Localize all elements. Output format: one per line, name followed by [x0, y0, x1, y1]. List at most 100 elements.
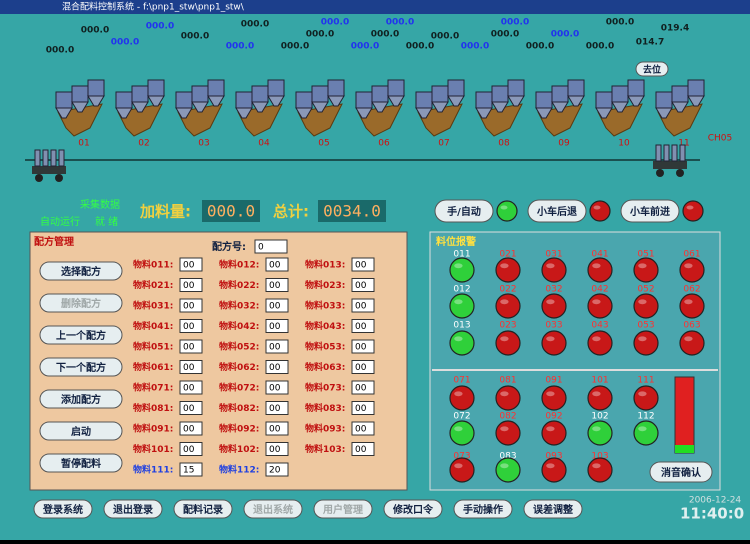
button-label[interactable]: 消音确认: [661, 466, 702, 479]
material-box[interactable]: [179, 360, 203, 374]
button[interactable]: [39, 453, 123, 473]
button[interactable]: [620, 199, 680, 223]
level-gauge: [674, 376, 695, 454]
button[interactable]: [453, 499, 513, 519]
button[interactable]: [39, 389, 123, 409]
button-label[interactable]: 删除配方: [61, 297, 101, 310]
material-label: 物料103:: [305, 443, 345, 455]
material-box[interactable]: [179, 462, 203, 477]
readout: 000.0: [371, 30, 399, 40]
button[interactable]: [173, 499, 233, 519]
lamp-shine: [454, 426, 463, 432]
station-label: 03: [198, 139, 209, 149]
button-label[interactable]: 退出登录: [113, 503, 153, 516]
button[interactable]: [33, 499, 93, 519]
button[interactable]: [383, 499, 443, 519]
button[interactable]: [635, 61, 669, 77]
material-box[interactable]: [265, 339, 289, 354]
material-box[interactable]: [179, 421, 203, 436]
material-box[interactable]: [179, 442, 203, 456]
button-label[interactable]: 误差调整: [533, 503, 573, 516]
hopper-cone: [87, 95, 105, 107]
material-box[interactable]: [351, 442, 375, 456]
material-box[interactable]: [179, 278, 203, 292]
button-label[interactable]: 手动操作: [463, 503, 503, 516]
material-box[interactable]: [265, 278, 289, 292]
hopper-cone: [551, 101, 569, 113]
material-box[interactable]: [265, 421, 289, 436]
button[interactable]: [313, 499, 373, 519]
material-value: 20: [269, 466, 281, 476]
material-box[interactable]: [179, 339, 203, 354]
material-box[interactable]: [351, 421, 375, 436]
lamp-label: 092: [545, 412, 562, 422]
button-label[interactable]: 手/自动: [447, 205, 481, 218]
hopper: [491, 85, 509, 103]
button-label[interactable]: 修改口令: [392, 503, 434, 516]
recipe-number-box[interactable]: [254, 239, 288, 254]
button[interactable]: [39, 261, 123, 281]
readout: 000.0: [551, 30, 579, 40]
material-box[interactable]: [265, 360, 289, 374]
button[interactable]: [243, 499, 303, 519]
material-box[interactable]: [265, 442, 289, 456]
material-box[interactable]: [179, 298, 203, 313]
button-label[interactable]: 暂停配料: [61, 457, 101, 470]
button-label[interactable]: 去位: [643, 64, 661, 76]
material-box[interactable]: [351, 339, 375, 354]
lamp-shine: [684, 299, 693, 305]
button-label[interactable]: 添加配方: [61, 393, 101, 406]
material-box[interactable]: [351, 319, 375, 333]
lamp-shine: [500, 299, 509, 305]
button[interactable]: [39, 357, 123, 377]
material-box[interactable]: [265, 401, 289, 415]
material-box[interactable]: [179, 401, 203, 415]
station-label: 02: [138, 139, 149, 149]
lamp-shine: [592, 263, 601, 269]
material-box[interactable]: [351, 298, 375, 313]
hopper-cone: [447, 95, 465, 107]
material-box[interactable]: [179, 257, 203, 272]
material-box[interactable]: [351, 401, 375, 415]
material-box[interactable]: [351, 380, 375, 395]
button-label[interactable]: 小车前进: [629, 205, 670, 218]
material-box[interactable]: [351, 360, 375, 374]
button[interactable]: [527, 199, 587, 223]
material-box[interactable]: [265, 319, 289, 333]
button-label[interactable]: 选择配方: [61, 265, 101, 278]
button-label[interactable]: 退出系统: [253, 503, 293, 516]
button[interactable]: [39, 325, 123, 345]
button-label[interactable]: 用户管理: [322, 503, 363, 516]
material-box[interactable]: [265, 298, 289, 313]
station-label: 08: [498, 139, 510, 149]
button-label[interactable]: 小车后退: [536, 205, 577, 218]
hopper-cone: [475, 107, 493, 119]
button-label[interactable]: 下一个配方: [56, 361, 106, 374]
hopper-cone: [611, 101, 629, 113]
alarm-panel: [429, 231, 721, 491]
button-label[interactable]: 启动: [71, 425, 91, 438]
lamp-label: 033: [545, 321, 562, 331]
button-label[interactable]: 上一个配方: [56, 329, 106, 342]
button-label[interactable]: 登录系统: [42, 503, 83, 516]
lamp-shine: [500, 205, 508, 210]
button[interactable]: [523, 499, 583, 519]
material-box[interactable]: [265, 380, 289, 395]
button[interactable]: [103, 499, 163, 519]
indicator-lamp: [589, 200, 611, 222]
material-box[interactable]: [179, 380, 203, 395]
button[interactable]: [649, 461, 713, 483]
material-box[interactable]: [265, 257, 289, 272]
button[interactable]: [39, 293, 123, 313]
lamp-label: 091: [545, 376, 562, 386]
button[interactable]: [434, 199, 494, 223]
material-box[interactable]: [351, 257, 375, 272]
lamp-shine: [454, 336, 463, 342]
button[interactable]: [39, 421, 123, 441]
button-label[interactable]: 配料记录: [183, 503, 223, 516]
trolley-body: [653, 161, 687, 169]
material-box[interactable]: [265, 462, 289, 477]
hopper: [147, 79, 165, 97]
material-box[interactable]: [179, 319, 203, 333]
material-box[interactable]: [351, 278, 375, 292]
